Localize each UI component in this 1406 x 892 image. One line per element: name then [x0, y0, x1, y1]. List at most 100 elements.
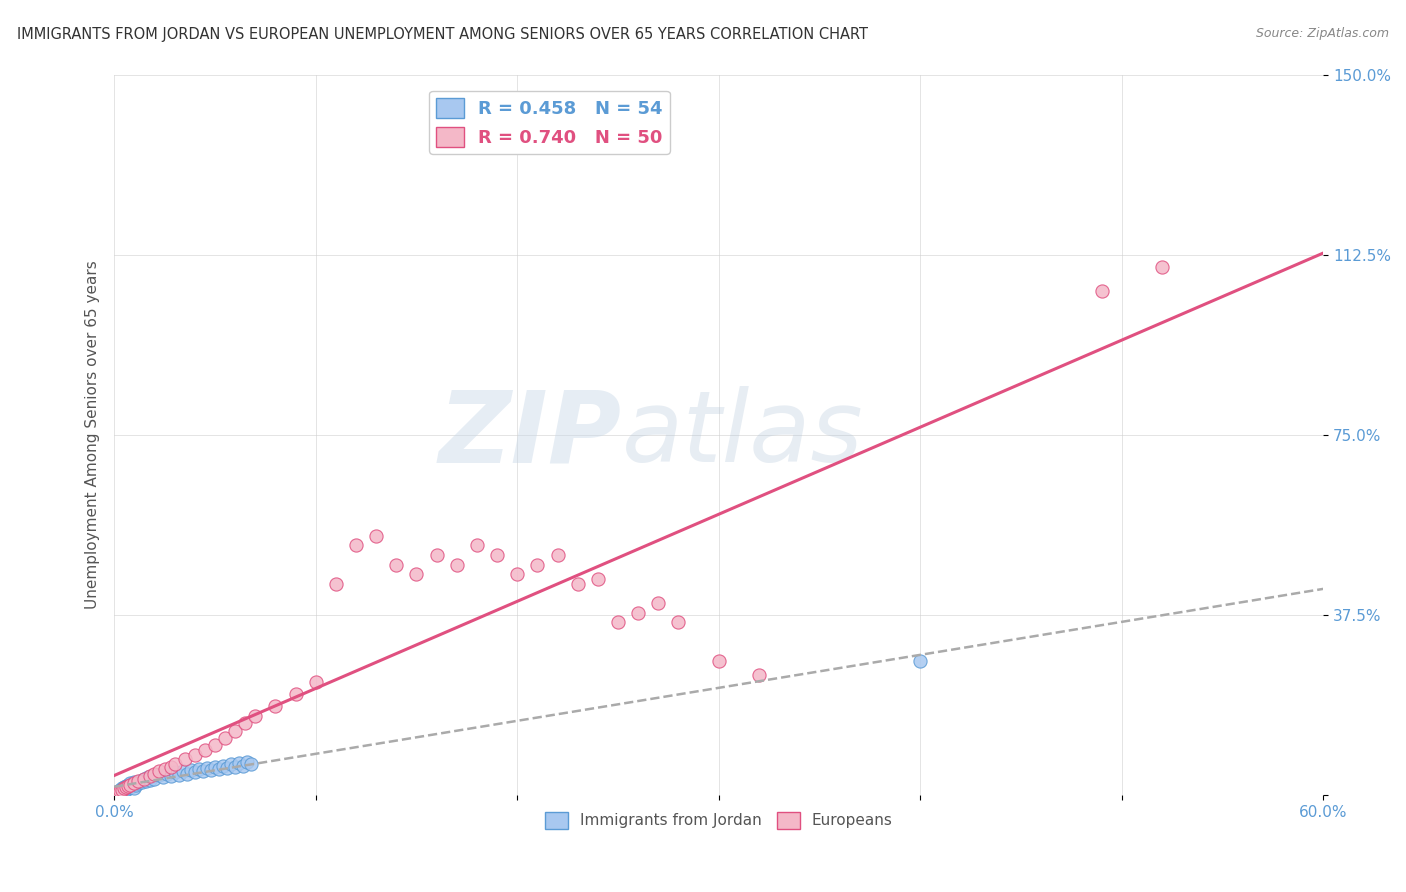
Point — [124, 781, 146, 796]
Point — [125, 778, 148, 792]
Point — [163, 765, 186, 780]
Y-axis label: Unemployment Among Seniors over 65 years: Unemployment Among Seniors over 65 years — [86, 260, 100, 609]
Point — [134, 772, 156, 786]
Point — [219, 757, 242, 772]
Text: Source: ZipAtlas.com: Source: ZipAtlas.com — [1256, 27, 1389, 40]
Point — [647, 596, 669, 610]
Point — [105, 786, 128, 800]
Point — [155, 766, 177, 780]
Text: ZIP: ZIP — [439, 386, 621, 483]
Legend: Immigrants from Jordan, Europeans: Immigrants from Jordan, Europeans — [538, 805, 898, 835]
Point — [233, 716, 256, 731]
Point — [129, 774, 152, 789]
Point — [224, 759, 246, 773]
Point — [107, 784, 129, 798]
Point — [446, 558, 468, 572]
Point — [204, 738, 226, 752]
Point — [138, 770, 160, 784]
Point — [111, 782, 134, 797]
Point — [214, 731, 236, 745]
Point — [117, 781, 139, 796]
Point — [141, 769, 163, 783]
Point — [385, 558, 408, 572]
Point — [111, 781, 134, 796]
Point — [228, 756, 250, 770]
Point — [163, 757, 186, 772]
Point — [184, 765, 207, 780]
Point — [224, 723, 246, 738]
Point — [120, 780, 142, 794]
Point — [127, 776, 149, 790]
Point — [526, 558, 548, 572]
Point — [627, 606, 650, 620]
Point — [134, 772, 156, 786]
Point — [121, 779, 143, 793]
Point — [131, 775, 153, 789]
Point — [159, 759, 181, 773]
Point — [107, 784, 129, 798]
Point — [204, 759, 226, 773]
Point — [344, 539, 367, 553]
Point — [117, 778, 139, 792]
Point — [586, 572, 609, 586]
Point — [110, 786, 132, 800]
Point — [180, 764, 202, 778]
Point — [506, 567, 529, 582]
Point — [910, 654, 932, 668]
Point — [366, 529, 388, 543]
Point — [110, 785, 132, 799]
Point — [284, 688, 307, 702]
Point — [212, 758, 235, 772]
Point — [232, 758, 254, 772]
Point — [135, 774, 157, 789]
Point — [547, 548, 569, 562]
Point — [172, 764, 194, 779]
Point — [191, 764, 214, 779]
Point — [187, 762, 209, 776]
Point — [236, 755, 259, 769]
Point — [105, 786, 128, 800]
Point — [748, 668, 770, 682]
Point — [152, 770, 174, 784]
Point — [240, 757, 263, 772]
Point — [1091, 284, 1114, 298]
Point — [127, 774, 149, 789]
Point — [173, 752, 195, 766]
Point — [184, 747, 207, 762]
Point — [159, 769, 181, 783]
Point — [112, 780, 135, 794]
Point — [215, 760, 238, 774]
Text: atlas: atlas — [621, 386, 863, 483]
Point — [148, 768, 170, 782]
Point — [153, 762, 176, 776]
Point — [486, 548, 509, 562]
Point — [426, 548, 449, 562]
Point — [707, 654, 730, 668]
Point — [245, 709, 267, 723]
Point — [325, 577, 347, 591]
Point — [110, 783, 132, 797]
Point — [139, 772, 162, 787]
Point — [264, 699, 287, 714]
Point — [148, 764, 170, 779]
Point — [124, 775, 146, 789]
Point — [117, 779, 139, 793]
Point — [194, 743, 217, 757]
Point — [115, 780, 138, 794]
Point — [120, 776, 142, 790]
Point — [305, 675, 328, 690]
Point — [124, 776, 146, 790]
Point — [567, 577, 589, 591]
Point — [167, 768, 190, 782]
Point — [143, 772, 166, 786]
Point — [120, 778, 142, 792]
Point — [111, 784, 134, 798]
Point — [465, 539, 488, 553]
Point — [405, 567, 427, 582]
Point — [112, 783, 135, 797]
Point — [115, 779, 138, 793]
Point — [1152, 260, 1174, 274]
Text: IMMIGRANTS FROM JORDAN VS EUROPEAN UNEMPLOYMENT AMONG SENIORS OVER 65 YEARS CORR: IMMIGRANTS FROM JORDAN VS EUROPEAN UNEMP… — [17, 27, 868, 42]
Point — [107, 783, 129, 797]
Point — [110, 782, 132, 797]
